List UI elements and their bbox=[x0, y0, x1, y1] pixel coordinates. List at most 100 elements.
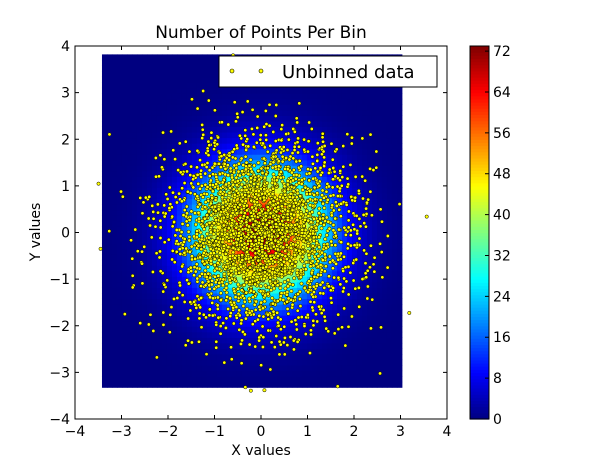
data-point bbox=[204, 352, 209, 357]
heatmap-cell bbox=[166, 348, 173, 355]
heatmap-cell bbox=[101, 170, 108, 177]
heatmap-cell bbox=[186, 309, 193, 316]
heatmap-cell bbox=[191, 59, 198, 66]
heatmap-cell bbox=[306, 376, 313, 383]
heatmap-cell bbox=[101, 226, 108, 233]
heatmap-cell bbox=[381, 376, 388, 383]
heatmap-cell bbox=[146, 65, 153, 72]
heatmap-cell bbox=[356, 165, 363, 172]
heatmap-cell bbox=[306, 320, 313, 327]
heatmap-cell bbox=[186, 292, 193, 300]
data-point bbox=[269, 288, 274, 293]
heatmap-cell bbox=[121, 359, 128, 366]
data-point bbox=[149, 235, 154, 240]
heatmap-cell bbox=[196, 82, 203, 89]
heatmap-cell bbox=[181, 331, 188, 338]
heatmap-cell bbox=[121, 304, 128, 311]
data-point bbox=[212, 147, 217, 152]
heatmap-cell bbox=[296, 370, 303, 377]
heatmap-cell bbox=[171, 342, 178, 349]
heatmap-cell bbox=[196, 292, 203, 300]
heatmap-cell bbox=[306, 342, 313, 349]
heatmap-cell bbox=[391, 109, 398, 116]
heatmap-cell bbox=[126, 354, 133, 361]
heatmap-cell bbox=[301, 281, 308, 288]
heatmap-cell bbox=[301, 276, 308, 283]
heatmap-cell bbox=[156, 315, 163, 322]
heatmap-cell bbox=[186, 93, 193, 100]
heatmap-cell bbox=[321, 265, 328, 272]
heatmap-cell bbox=[326, 132, 333, 139]
heatmap-cell bbox=[186, 231, 193, 238]
heatmap-cell bbox=[106, 82, 113, 89]
heatmap-cell bbox=[136, 71, 143, 78]
heatmap-cell bbox=[106, 254, 113, 261]
heatmap-cell bbox=[201, 65, 208, 72]
heatmap-cell bbox=[396, 381, 403, 388]
heatmap-cell bbox=[106, 182, 113, 189]
heatmap-cell bbox=[181, 71, 188, 78]
heatmap-cell bbox=[121, 54, 128, 61]
heatmap-cell bbox=[366, 259, 373, 266]
heatmap-cell bbox=[361, 143, 368, 150]
heatmap-cell bbox=[131, 159, 138, 166]
heatmap-cell bbox=[381, 193, 388, 200]
heatmap-cell bbox=[346, 115, 353, 122]
heatmap-cell bbox=[266, 132, 273, 139]
heatmap-cell bbox=[141, 381, 148, 388]
heatmap-cell bbox=[241, 365, 248, 372]
heatmap-cell bbox=[111, 370, 118, 377]
heatmap-cell bbox=[236, 365, 243, 372]
heatmap-cell bbox=[301, 209, 308, 216]
heatmap-cell bbox=[361, 326, 368, 333]
heatmap-cell bbox=[391, 120, 398, 128]
data-point bbox=[326, 329, 331, 334]
heatmap-cell bbox=[256, 354, 263, 361]
heatmap-cell bbox=[396, 137, 403, 144]
heatmap-cell bbox=[146, 154, 153, 161]
heatmap-cell bbox=[226, 320, 233, 327]
heatmap-cell bbox=[101, 82, 108, 89]
heatmap-cell bbox=[126, 65, 133, 72]
heatmap-cell bbox=[226, 115, 233, 122]
heatmap-cell bbox=[191, 376, 198, 383]
heatmap-cell bbox=[101, 231, 108, 238]
data-point bbox=[151, 329, 156, 333]
heatmap-cell bbox=[116, 259, 123, 266]
heatmap-cell bbox=[331, 87, 338, 94]
heatmap-cell bbox=[281, 304, 288, 311]
heatmap-cell bbox=[136, 359, 143, 366]
data-point bbox=[165, 197, 170, 201]
heatmap-cell bbox=[146, 292, 153, 300]
heatmap-cell bbox=[171, 298, 178, 305]
heatmap-cell bbox=[241, 148, 248, 155]
heatmap-cell bbox=[166, 76, 173, 83]
heatmap-cell bbox=[366, 104, 373, 111]
heatmap-cell bbox=[356, 104, 363, 111]
heatmap-cell bbox=[126, 165, 133, 172]
heatmap-cell bbox=[331, 287, 338, 294]
heatmap-cell bbox=[311, 270, 318, 277]
heatmap-cell bbox=[136, 304, 143, 311]
heatmap-cell bbox=[131, 71, 138, 78]
heatmap-cell bbox=[126, 292, 133, 300]
heatmap-cell bbox=[141, 137, 148, 144]
heatmap-cell bbox=[171, 143, 178, 150]
heatmap-cell bbox=[171, 331, 178, 338]
heatmap-cell bbox=[311, 187, 318, 194]
heatmap-cell bbox=[296, 309, 303, 316]
heatmap-cell bbox=[336, 109, 343, 116]
heatmap-cell bbox=[376, 148, 383, 155]
heatmap-cell bbox=[106, 315, 113, 322]
heatmap-cell bbox=[156, 342, 163, 349]
heatmap-cell bbox=[181, 154, 188, 161]
heatmap-cell bbox=[171, 270, 178, 277]
heatmap-cell bbox=[296, 243, 303, 250]
heatmap-cell bbox=[236, 148, 243, 155]
heatmap-cell bbox=[201, 165, 208, 172]
data-point bbox=[294, 173, 299, 177]
heatmap-cell bbox=[106, 159, 113, 166]
heatmap-cell bbox=[326, 359, 333, 366]
heatmap-cell bbox=[126, 231, 133, 238]
heatmap-cell bbox=[166, 71, 173, 78]
